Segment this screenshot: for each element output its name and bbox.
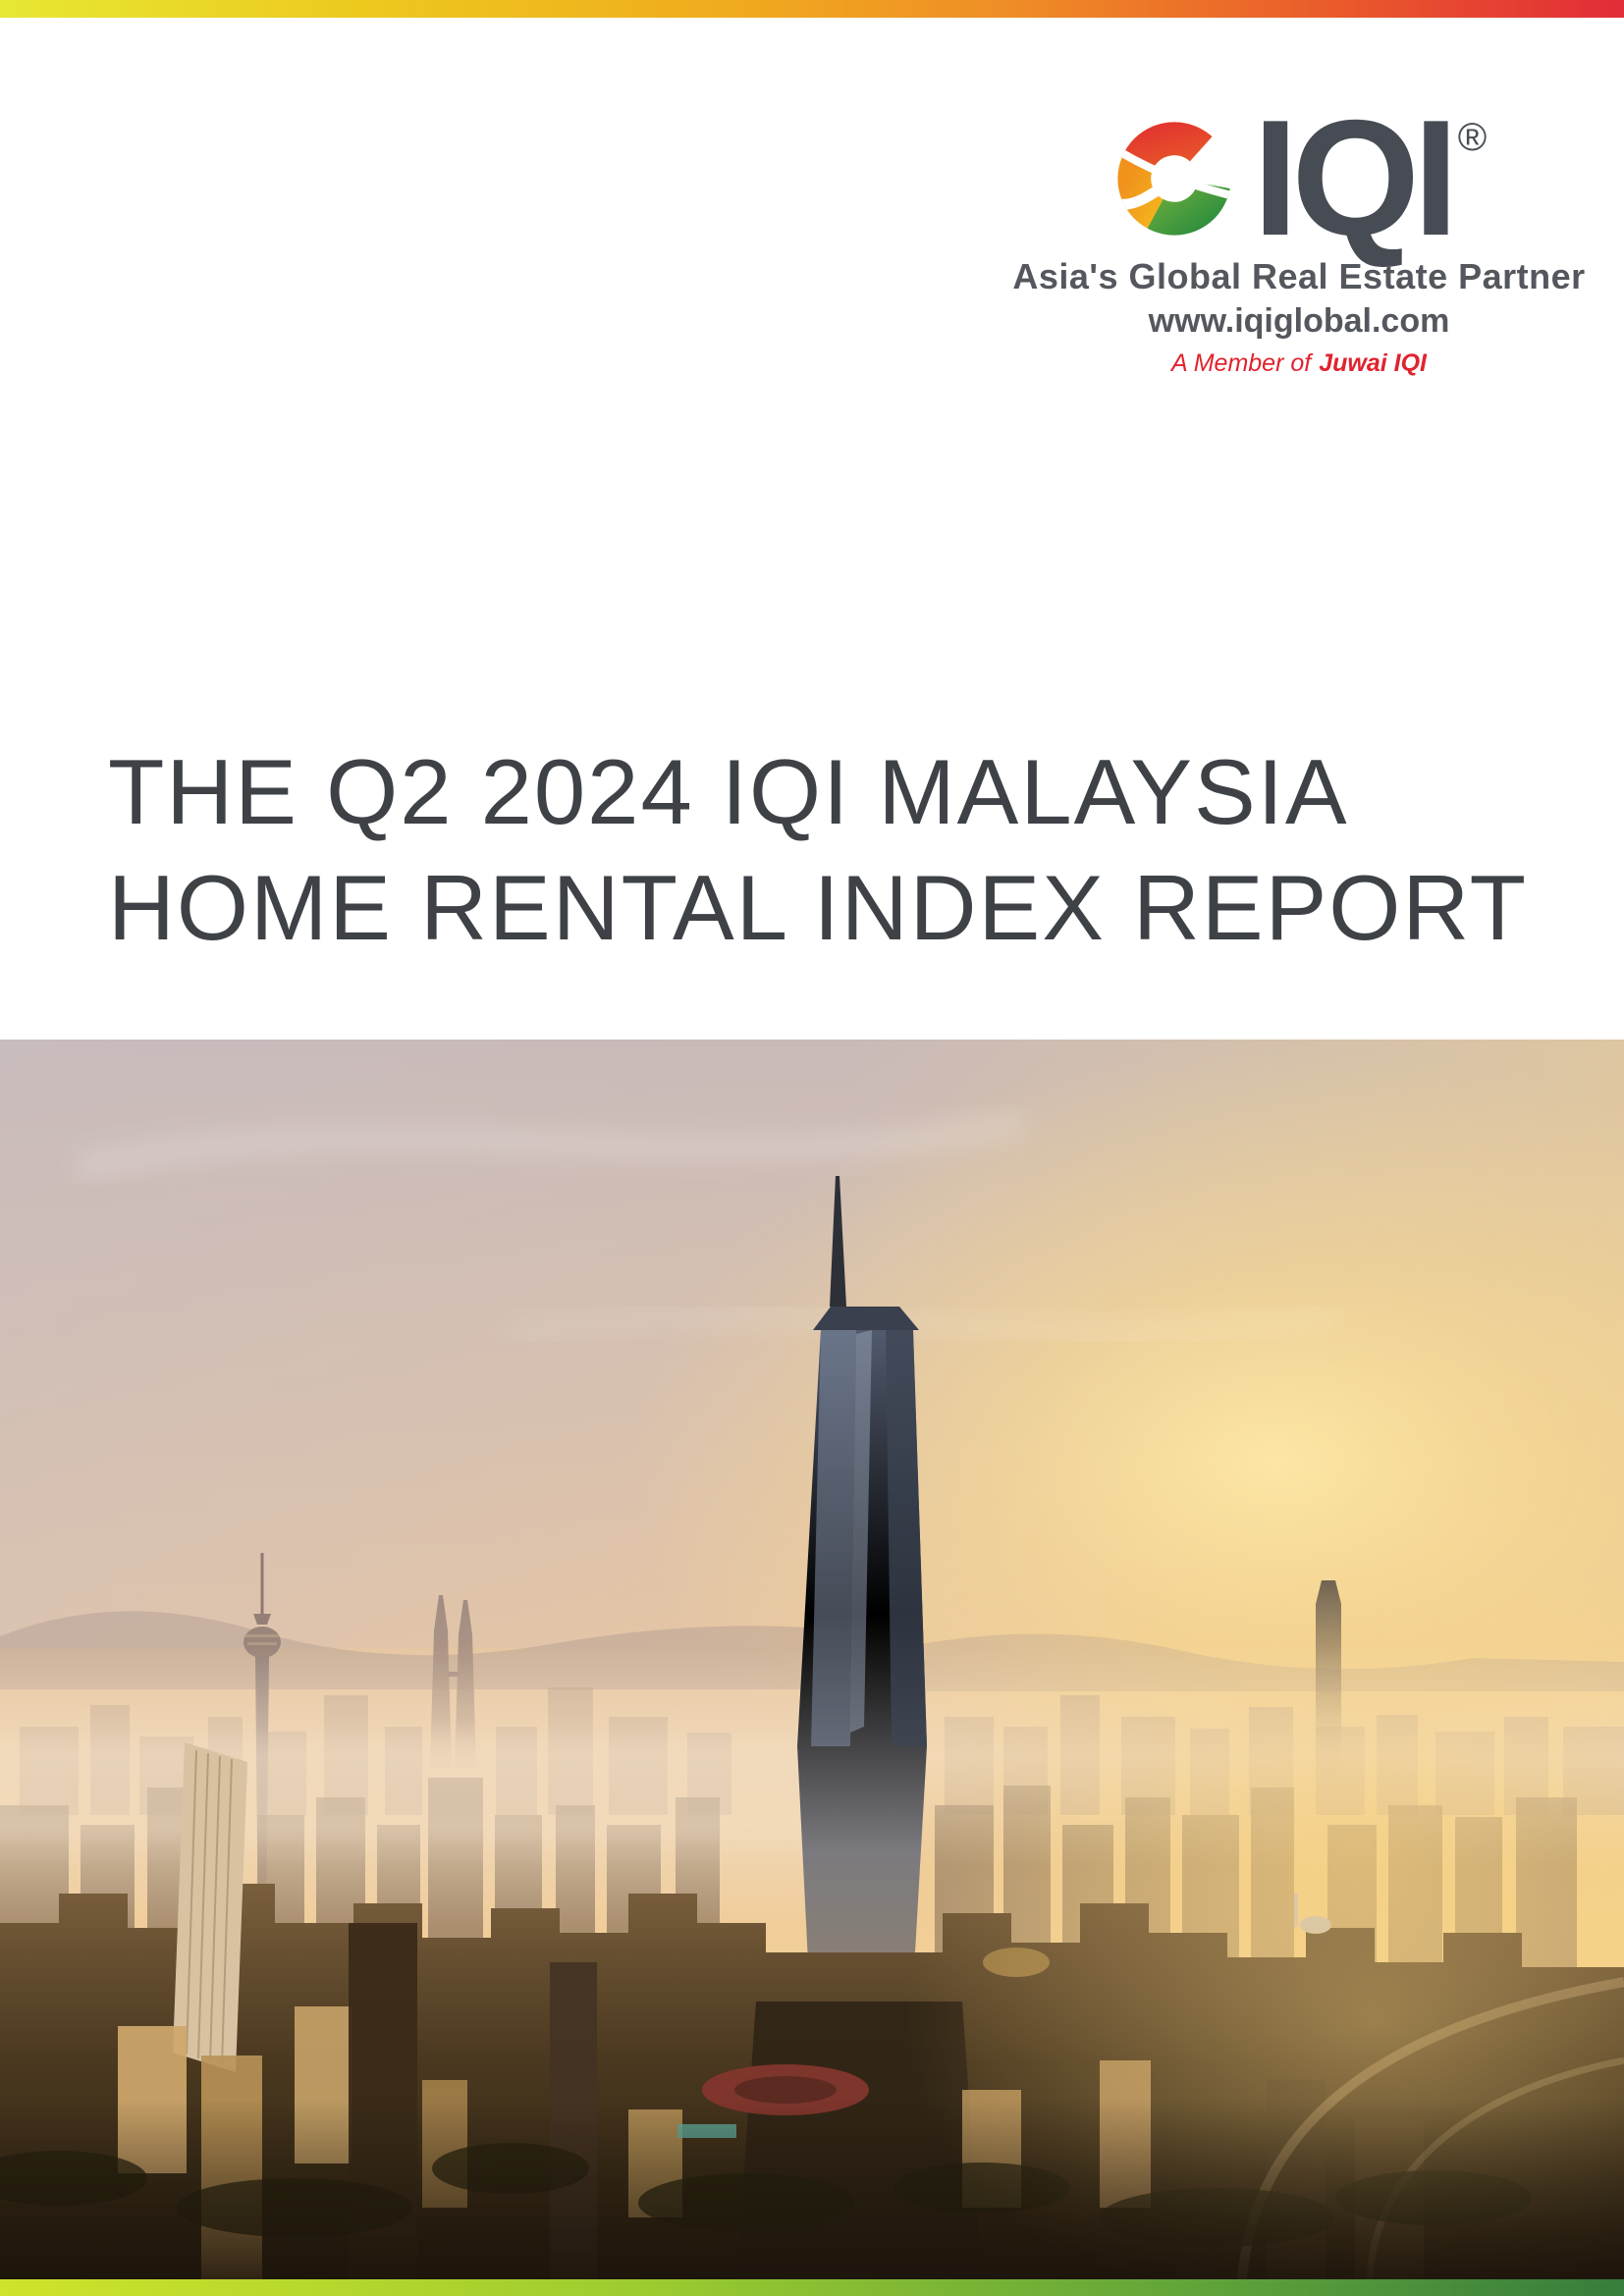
report-title-line1: THE Q2 2024 IQI MALAYSIA bbox=[108, 740, 1349, 843]
cloud-streak bbox=[509, 1305, 1337, 1344]
iqi-wordmark: IQI ® bbox=[1252, 85, 1488, 270]
bottom-gradient-bar bbox=[0, 2279, 1624, 2296]
brand-membership-line: A Member of Juwai IQI bbox=[1171, 349, 1427, 378]
cover-photo-illustration bbox=[0, 1040, 1624, 2279]
brand-logo-block: IQI ® Asia's Global Real Estate Partner … bbox=[1012, 85, 1585, 378]
report-title: THE Q2 2024 IQI MALAYSIA HOME RENTAL IND… bbox=[108, 734, 1528, 967]
cloud-streak bbox=[76, 1110, 1024, 1180]
membership-brand: Juwai IQI bbox=[1319, 349, 1427, 378]
brand-logo-row: IQI ® bbox=[1111, 85, 1488, 270]
registered-trademark-symbol: ® bbox=[1457, 116, 1488, 159]
top-gradient-bar bbox=[0, 0, 1624, 18]
fog-band-left bbox=[0, 1727, 884, 1928]
iqi-wordmark-text: IQI bbox=[1252, 85, 1459, 270]
iqi-globe-icon bbox=[1117, 121, 1231, 236]
membership-prefix: A Member of bbox=[1171, 349, 1312, 378]
brand-website-url: www.iqiglobal.com bbox=[1148, 302, 1450, 341]
brand-tagline: Asia's Global Real Estate Partner bbox=[1012, 256, 1586, 297]
report-title-line2: HOME RENTAL INDEX REPORT bbox=[108, 856, 1529, 960]
angled-tower bbox=[173, 1742, 247, 2072]
bottom-vignette bbox=[0, 2100, 1624, 2279]
cover-photo bbox=[0, 1040, 1624, 2279]
